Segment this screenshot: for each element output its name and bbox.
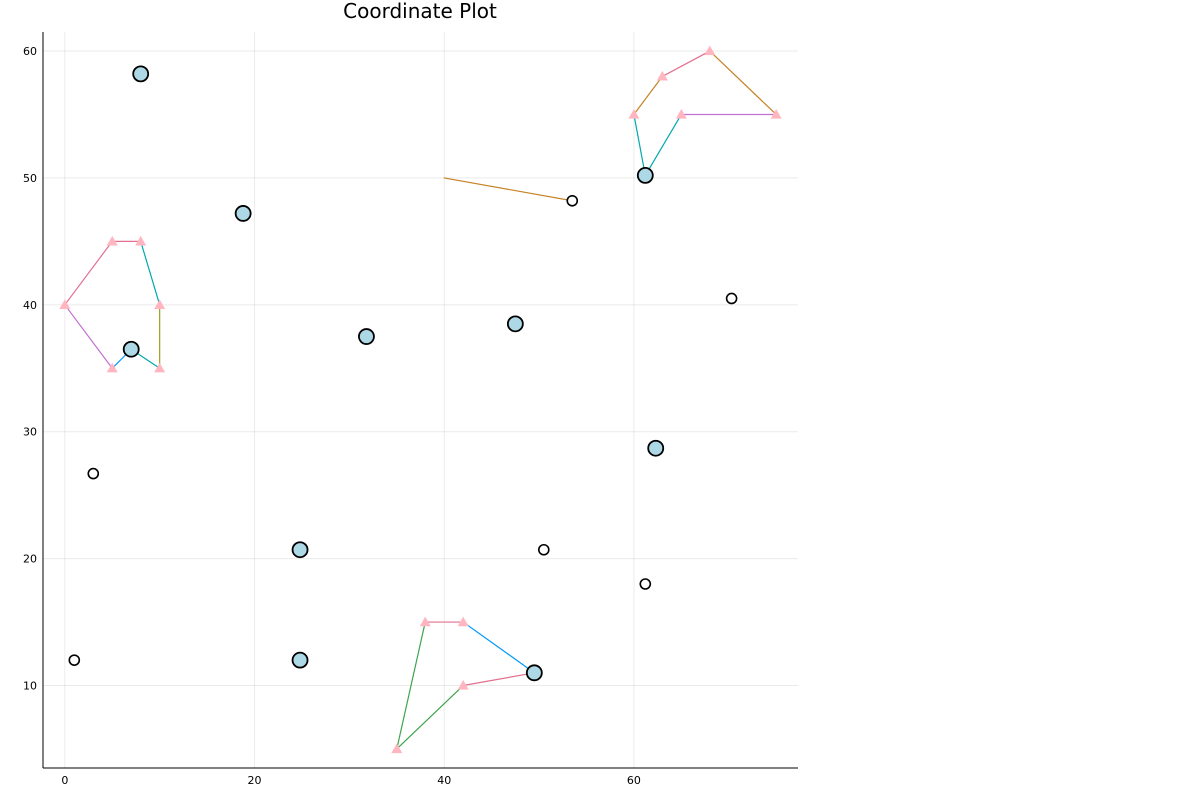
- y-tick-label: 10: [23, 680, 37, 693]
- axes: [42, 32, 798, 769]
- vertex-triangle-marker: [457, 616, 469, 627]
- small-point-marker: [639, 578, 652, 590]
- polygon-vertices: [59, 45, 782, 754]
- vertex-triangle-marker: [106, 362, 118, 373]
- x-tick-label: 40: [437, 774, 451, 787]
- polygon-segments: [64, 50, 777, 750]
- polygon-segment: [443, 177, 573, 202]
- vertex-triangle-marker: [419, 616, 431, 627]
- vertex-triangle-marker: [59, 299, 71, 309]
- vertex-triangle-marker: [704, 45, 716, 56]
- small-points: [68, 194, 738, 666]
- polygon-segment: [64, 304, 113, 369]
- vertex-triangle-marker: [656, 70, 668, 81]
- vertex-triangle-marker: [154, 362, 166, 373]
- x-tick-label: 20: [248, 774, 262, 787]
- large-point-marker: [132, 65, 150, 83]
- vertex-triangle-marker: [154, 299, 166, 309]
- small-point-marker: [725, 292, 738, 305]
- polygon-segment: [462, 621, 535, 674]
- y-tick-label: 20: [23, 553, 37, 566]
- small-point-marker: [566, 194, 579, 207]
- chart-title: Coordinate Plot: [343, 0, 497, 23]
- vertex-triangle-marker: [135, 235, 147, 246]
- large-points: [122, 65, 665, 682]
- large-point-marker: [636, 166, 654, 184]
- vertex-triangle-marker: [770, 108, 782, 119]
- grid: [43, 32, 798, 768]
- vertex-triangle-marker: [675, 108, 687, 119]
- polygon-segment: [140, 240, 161, 306]
- vertex-triangle-marker: [106, 235, 118, 246]
- y-tick-label: 60: [23, 45, 37, 58]
- small-point-marker: [68, 654, 81, 666]
- large-point-marker: [291, 541, 309, 559]
- polygon-segment: [644, 113, 682, 176]
- large-point-marker: [234, 205, 252, 222]
- polygon-segment: [633, 113, 646, 176]
- polygon-segment: [462, 672, 535, 687]
- tick-labels: 0 20 40 60 10 20 30 40 50 60: [23, 45, 641, 787]
- large-point-marker: [122, 340, 140, 358]
- large-point-marker: [525, 664, 543, 682]
- polygon-segment: [661, 50, 711, 78]
- y-tick-label: 40: [23, 299, 37, 312]
- polygon-segment: [396, 684, 464, 750]
- large-point-marker: [647, 439, 665, 457]
- small-point-marker: [87, 467, 100, 480]
- y-tick-label: 30: [23, 426, 37, 439]
- vertex-triangle-marker: [457, 680, 469, 690]
- polygon-segment: [709, 50, 777, 116]
- y-tick-label: 50: [23, 172, 37, 185]
- large-point-marker: [358, 328, 375, 345]
- polygon-segment: [396, 621, 426, 750]
- polygon-segment: [633, 75, 663, 116]
- vertex-triangle-marker: [628, 108, 640, 119]
- small-point-marker: [538, 543, 550, 556]
- polygon-segment: [64, 240, 113, 306]
- x-tick-label: 60: [627, 774, 641, 787]
- large-point-marker: [291, 651, 309, 669]
- vertex-triangle-marker: [391, 743, 403, 754]
- large-point-marker: [506, 315, 524, 333]
- x-tick-label: 0: [61, 774, 68, 787]
